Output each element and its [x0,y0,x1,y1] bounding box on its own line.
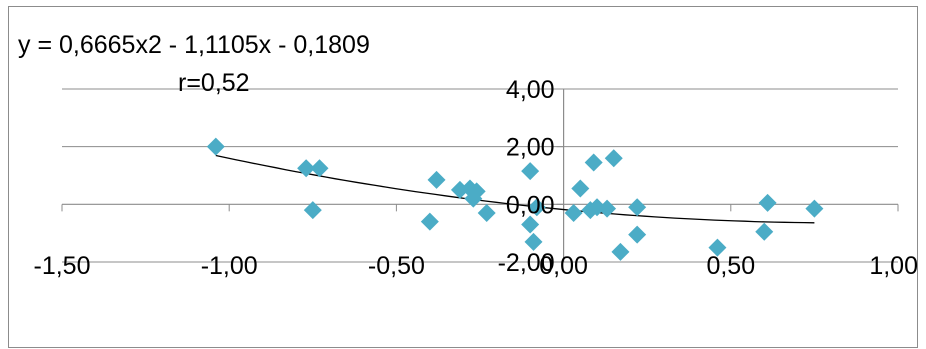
data-point-28 [805,199,824,218]
data-point-20 [604,149,623,168]
x-tick-label-3: 0,00 [539,252,588,280]
data-point-3 [303,201,322,220]
data-point-0 [206,137,225,156]
data-points [206,137,824,261]
chart-area [8,6,918,348]
data-point-13 [521,215,540,234]
x-tick-labels: -1,50 -1,00 -0,50 0,00 0,50 1,00 [34,252,918,280]
data-point-5 [420,212,439,231]
data-point-16 [571,179,590,198]
y-tick-labels: -2,00 0,00 2,00 4,00 [498,76,555,277]
data-point-9 [464,189,483,208]
data-point-10 [477,203,496,222]
y-tick-label-0: -2,00 [498,249,555,277]
grid-lines [62,88,898,263]
y-tick-label-3: 4,00 [506,76,555,104]
x-tick-label-4: 0,50 [706,252,755,280]
data-point-27 [755,222,774,241]
data-point-21 [598,199,617,218]
data-point-19 [584,153,603,172]
data-point-22 [611,242,630,261]
y-tick-label-2: 2,00 [506,134,555,162]
trendline-equation: y = 0,6665x2 - 1,1105x - 0,1809 [18,31,370,59]
x-tick-label-1: -1,00 [201,252,258,280]
x-tick-label-2: -0,50 [368,252,425,280]
data-point-23 [628,198,647,217]
axes [61,88,899,263]
y-tick-label-1: 0,00 [506,191,555,219]
data-point-24 [628,225,647,244]
data-point-15 [564,203,583,222]
data-point-14 [524,232,543,251]
x-tick-label-5: 1,00 [869,252,918,280]
data-point-11 [521,162,540,181]
data-point-1 [297,159,316,178]
trendline [215,154,815,224]
data-point-25 [708,238,727,257]
trendline-curve [215,154,815,224]
correlation-label: r=0,52 [178,69,250,97]
data-point-2 [310,159,329,178]
x-tick-label-0: -1,50 [34,252,91,280]
data-point-4 [427,170,446,189]
data-point-12 [527,198,546,217]
data-point-26 [758,193,777,212]
